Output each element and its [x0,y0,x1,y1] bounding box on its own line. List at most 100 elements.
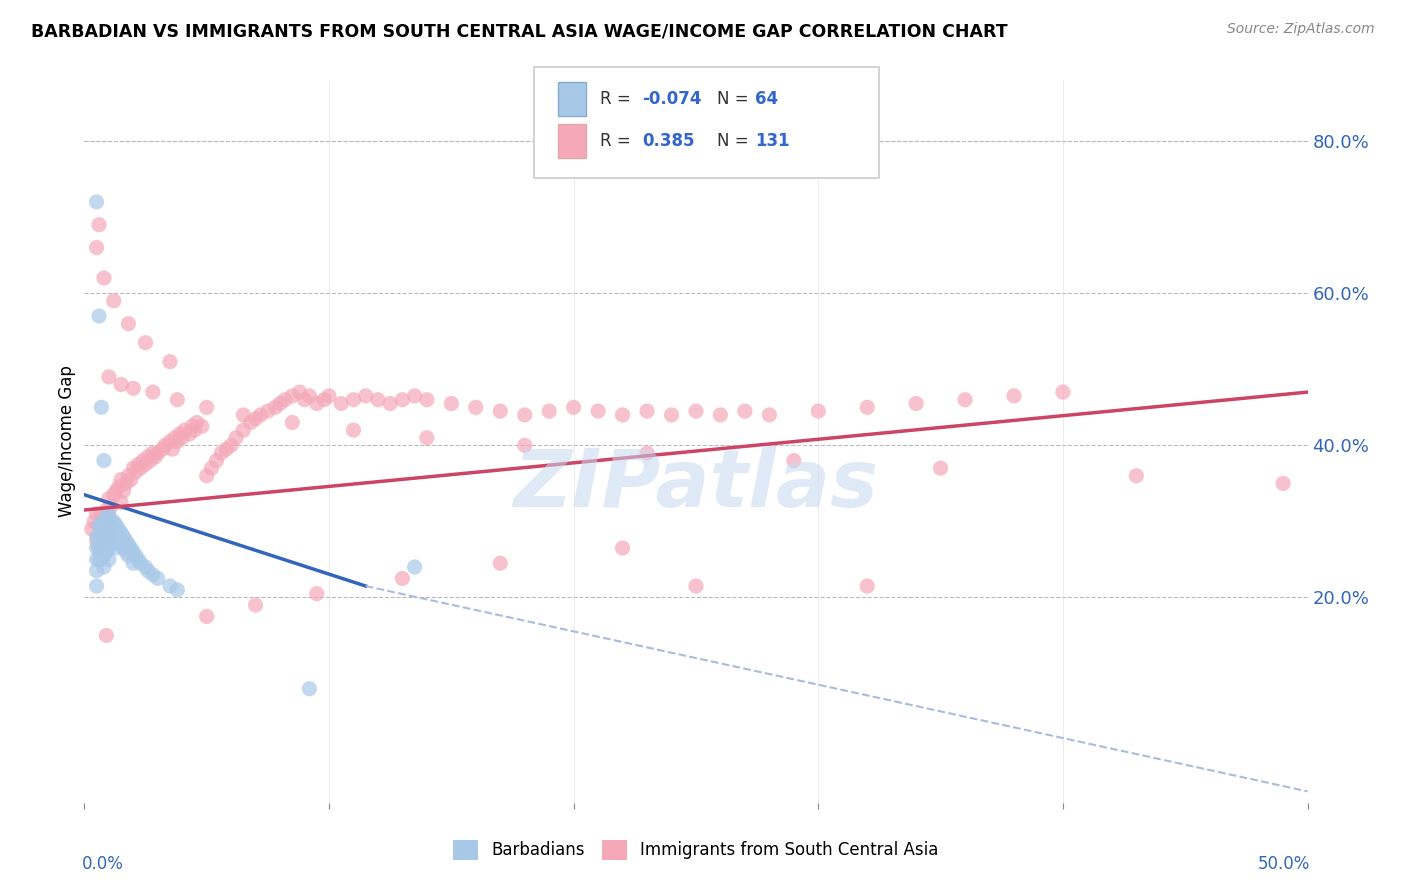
Point [281,389,304,403]
Point [163,431,186,445]
Point [318,389,340,403]
Point [734,404,756,418]
Point [269,396,291,410]
Point [142,385,165,400]
Point [96,510,118,524]
Point [112,541,135,555]
Point [905,396,928,410]
Point [562,401,585,415]
Point [181,419,204,434]
Text: -0.074: -0.074 [643,90,702,108]
Point [97,552,120,566]
Text: Source: ZipAtlas.com: Source: ZipAtlas.com [1227,22,1375,37]
Point [110,525,132,540]
Point [195,401,218,415]
Point [90,518,112,533]
Point [191,419,214,434]
Point [87,518,110,533]
Point [117,468,139,483]
Point [105,541,128,555]
Point [103,537,125,551]
Point [195,468,218,483]
Point [86,564,108,578]
Text: 64: 64 [755,90,778,108]
Point [342,392,364,407]
Point [86,507,108,521]
Point [264,401,287,415]
Point [232,408,254,422]
Point [391,571,413,585]
Point [142,446,165,460]
Point [83,515,105,529]
Point [107,533,129,548]
Point [153,438,176,452]
Point [929,461,952,475]
Point [612,541,634,555]
Point [513,408,536,422]
Point [105,530,128,544]
Point [135,458,157,472]
Point [96,628,118,642]
Text: R =: R = [600,90,637,108]
Point [166,582,188,597]
Point [86,530,108,544]
Point [105,518,128,533]
Point [305,587,328,601]
Point [709,408,731,422]
Point [86,533,108,548]
Point [90,552,112,566]
Point [219,438,242,452]
Point [173,423,195,437]
Point [342,423,364,437]
Point [90,525,112,540]
Point [100,537,122,551]
Point [86,241,108,255]
Point [636,446,658,460]
Point [87,518,110,533]
Legend: Barbadians, Immigrants from South Central Asia: Barbadians, Immigrants from South Centra… [447,833,945,867]
Point [110,537,132,551]
Point [489,556,512,570]
Point [115,476,138,491]
Point [129,461,152,475]
Point [100,525,122,540]
Point [205,453,228,467]
Point [100,515,122,529]
Text: 0.0%: 0.0% [82,855,124,872]
Point [136,450,159,464]
Y-axis label: Wage/Income Gap: Wage/Income Gap [58,366,76,517]
Point [195,609,218,624]
Point [96,522,118,536]
Point [249,408,271,422]
Point [127,552,149,566]
Point [112,483,135,498]
Point [586,404,609,418]
Point [209,446,232,460]
Point [143,450,166,464]
Point [129,556,152,570]
Point [612,408,634,422]
Point [97,541,120,555]
Point [97,491,120,506]
Point [281,416,304,430]
Point [489,404,512,418]
Point [93,515,115,529]
Point [93,560,115,574]
Point [538,404,561,418]
Text: N =: N = [717,90,754,108]
Point [105,483,128,498]
Point [127,458,149,472]
Point [135,560,157,574]
Point [166,434,188,449]
Point [96,503,118,517]
Point [200,461,222,475]
Point [685,579,707,593]
Point [110,495,132,509]
Point [783,453,806,467]
Text: 50.0%: 50.0% [1257,855,1310,872]
Point [86,541,108,555]
Point [115,533,138,548]
Point [93,271,115,285]
Point [139,453,162,467]
Point [93,549,115,563]
